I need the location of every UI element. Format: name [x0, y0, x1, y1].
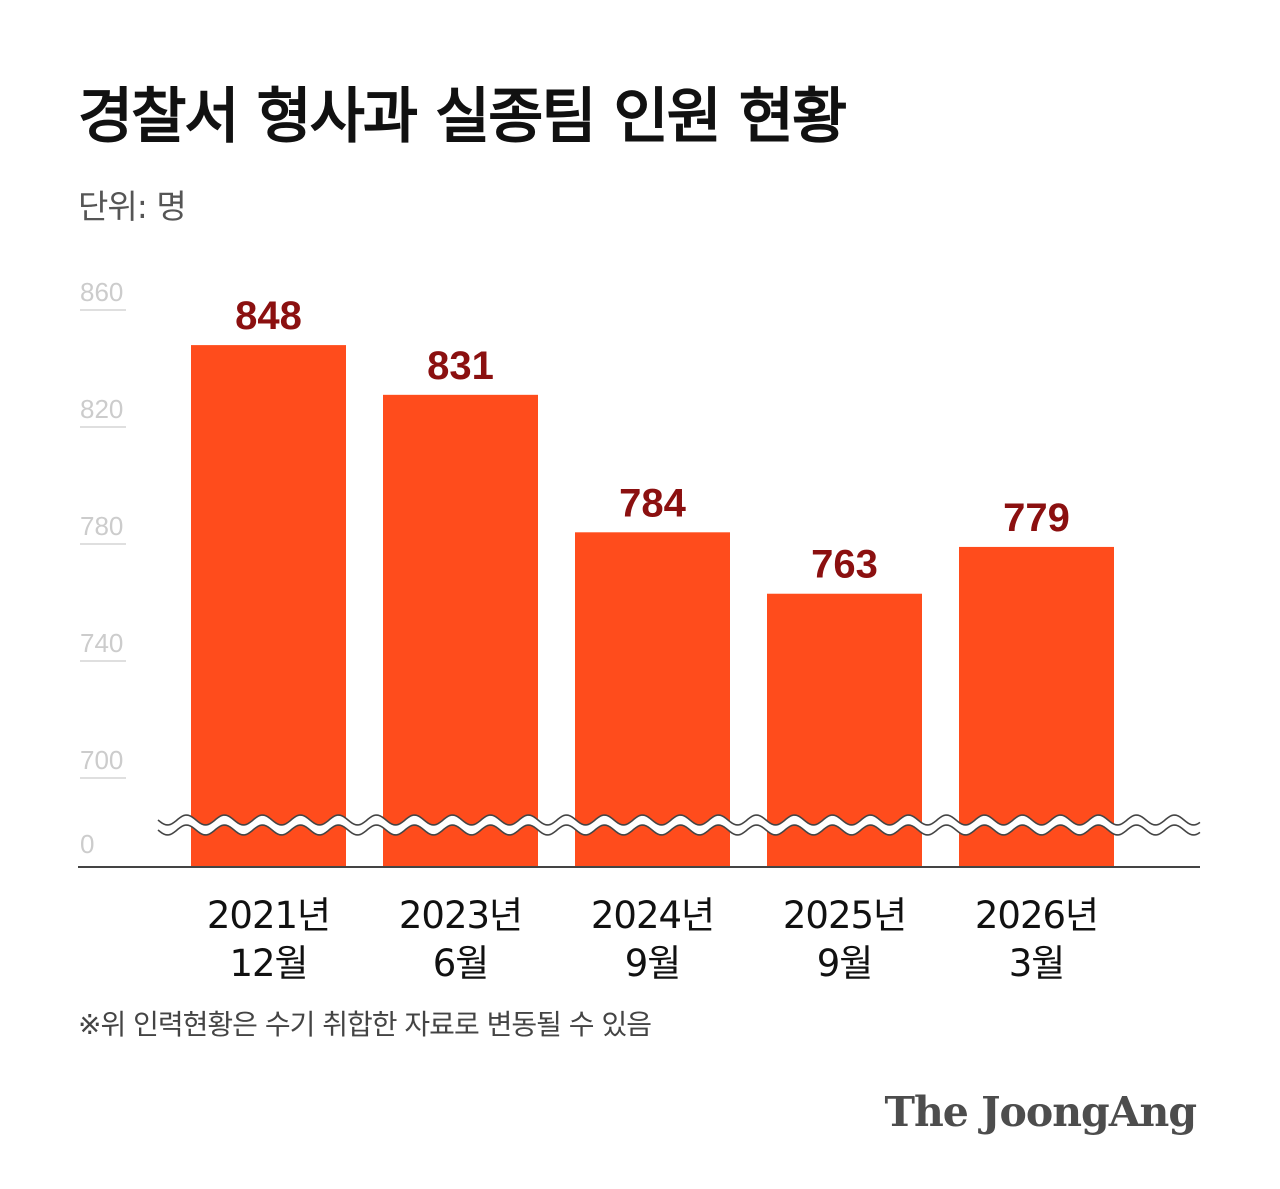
chart-title: 경찰서 형사과 실종팀 인원 현황 [78, 82, 847, 152]
bar-value-label: 779 [1003, 496, 1070, 540]
axis-break [155, 814, 1203, 836]
bars: 848 831 784 763 779 [191, 294, 1114, 868]
x-tick-label: 12월 [229, 942, 307, 985]
x-tick-label: 2024년 [591, 894, 714, 937]
y-tick-label: 860 [80, 277, 123, 307]
x-tick-label: 6월 [433, 942, 489, 985]
y-tick-label: 820 [80, 394, 123, 424]
publisher-logo: The JoongAng [884, 1088, 1197, 1136]
bar-value-label: 848 [235, 294, 302, 338]
bar [383, 394, 538, 867]
axis-break-gap [155, 815, 1203, 835]
x-tick-label: 9월 [817, 942, 873, 985]
bar [959, 546, 1114, 867]
x-tick-label: 3월 [1009, 942, 1065, 985]
bar-value-label: 784 [619, 481, 686, 525]
x-tick-label: 9월 [625, 942, 681, 985]
y-axis: 0 700 740 780 820 860 [80, 277, 126, 859]
axis-break-line-bottom [157, 824, 1201, 836]
bar-value-label: 763 [811, 543, 878, 587]
y-tick-label: 0 [80, 829, 94, 859]
footnote: ※위 인력현황은 수기 취합한 자료로 변동될 수 있음 [78, 1008, 652, 1041]
y-tick-label: 780 [80, 511, 123, 541]
bar [191, 345, 346, 868]
y-tick-label: 740 [80, 628, 123, 658]
y-tick-label: 700 [80, 745, 123, 775]
axis-break-line-top [157, 814, 1201, 826]
x-tick-label: 2026년 [975, 894, 1098, 937]
unit-label: 단위: 명 [78, 187, 187, 226]
bar [575, 532, 730, 867]
x-tick-label: 2023년 [399, 894, 522, 937]
x-tick-label: 2025년 [783, 894, 906, 937]
bar-value-label: 831 [427, 344, 494, 388]
bar-chart: 0 700 740 780 820 860 848 831 784 763 779 2021년 12… [78, 277, 1203, 985]
x-axis-labels: 2021년 12월 2023년 6월 2024년 9월 2025년 9월 2026년 3월 [207, 894, 1099, 985]
x-tick-label: 2021년 [207, 894, 330, 937]
